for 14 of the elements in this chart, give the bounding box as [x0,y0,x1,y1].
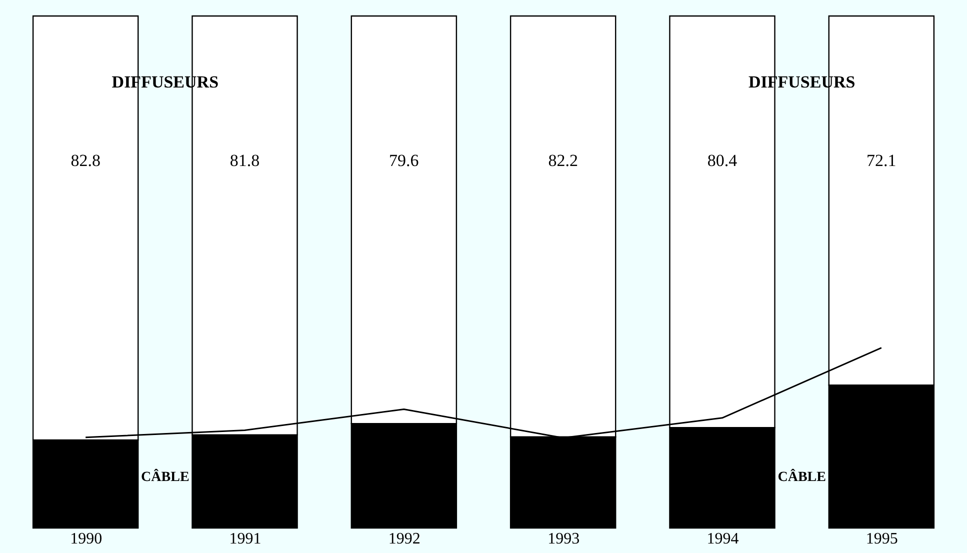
data-label: 79.6 [389,151,419,170]
x-tick-label: 1995 [866,530,898,548]
data-label: 80.4 [707,151,738,170]
data-label: 82.8 [70,151,100,170]
data-label: 82.2 [548,151,578,170]
x-tick-label: 1991 [229,530,262,548]
x-tick-label: 1993 [548,530,580,548]
data-label: 72.1 [866,151,896,170]
x-tick-label: 1992 [388,530,420,548]
x-tick-label: 1990 [70,530,102,548]
x-tick-label: 1994 [706,530,739,548]
text: CÂBLE [141,470,190,485]
data-label: 81.8 [230,151,260,170]
series-label: CÂBLE [778,468,826,485]
